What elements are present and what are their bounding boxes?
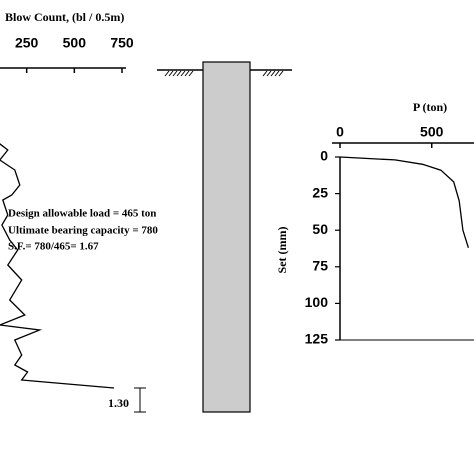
- x-tick-label: 250: [15, 35, 39, 51]
- x-tick-label: 0: [336, 124, 344, 140]
- series-line: [0, 143, 115, 389]
- series-line: [339, 156, 470, 248]
- annotation: 1.30: [108, 396, 129, 410]
- chart-title: P (ton): [413, 100, 447, 114]
- y-tick-label: 100: [305, 294, 329, 310]
- y-tick-label: 25: [312, 184, 328, 200]
- x-tick-label: 500: [420, 124, 444, 140]
- annotation: Design allowable load = 465 ton: [8, 208, 156, 220]
- annotation: Ultimate bearing capacity = 780: [8, 225, 158, 237]
- y-tick-label: 50: [312, 221, 328, 237]
- y-axis-label: Set (mm): [275, 227, 289, 274]
- x-tick-label: 500: [63, 35, 87, 51]
- pile: [202, 61, 251, 413]
- y-tick-label: 125: [305, 331, 329, 347]
- pile-diagram: [134, 61, 292, 413]
- x-tick-label: 750: [110, 35, 134, 51]
- y-tick-label: 0: [320, 148, 328, 164]
- dimension-mark: [134, 387, 146, 413]
- chart-title: Blow Count, (bl / 0.5m): [5, 10, 124, 24]
- ground-hatch: [164, 70, 284, 77]
- y-tick-label: 75: [312, 258, 328, 274]
- annotation: S.F.= 780/465= 1.67: [8, 241, 99, 253]
